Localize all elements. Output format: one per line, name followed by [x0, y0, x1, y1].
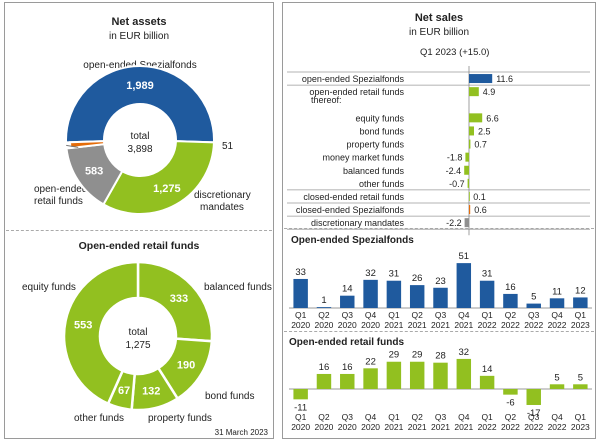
net-sales-title: Net sales	[414, 12, 464, 24]
net-assets-title: Net assets	[111, 16, 167, 28]
retail-label-balanced: balanced funds	[204, 282, 272, 293]
retail-sales-panel-title: Open-ended retail funds	[289, 337, 405, 348]
net-sales-subtitle: in EUR billion	[408, 27, 470, 38]
net-assets-label-retail-2: retail funds	[34, 196, 83, 207]
retail-label-other: other funds	[74, 413, 125, 424]
net-sales-thereof: thereof:	[311, 95, 342, 105]
right-panel-divider-1	[284, 228, 594, 229]
retail-label-equity: equity funds	[22, 282, 76, 293]
net-assets-label-spezial: open-ended Spezialfonds	[83, 60, 197, 71]
left-panel-divider	[6, 230, 272, 231]
retail-label-property: property funds	[148, 413, 212, 424]
right-panel	[282, 2, 596, 439]
net-sales-period: Q1 2023 (+15.0)	[420, 47, 490, 58]
right-panel-divider-2	[284, 331, 594, 332]
retail-panel-title: Open-ended retail funds	[78, 240, 200, 252]
net-assets-subtitle: in EUR billion	[108, 31, 170, 42]
spezial-panel-title: Open-ended Spezialfonds	[291, 235, 414, 246]
net-assets-outside-value: 51	[222, 141, 234, 152]
retail-date: 31 March 2023	[214, 428, 268, 437]
retail-label-bond: bond funds	[205, 391, 255, 402]
net-assets-label-discretionary-1: discretionary	[194, 190, 251, 201]
net-assets-label-retail-1: open-ended	[34, 184, 88, 195]
net-assets-label-discretionary-2: mandates	[200, 202, 244, 213]
